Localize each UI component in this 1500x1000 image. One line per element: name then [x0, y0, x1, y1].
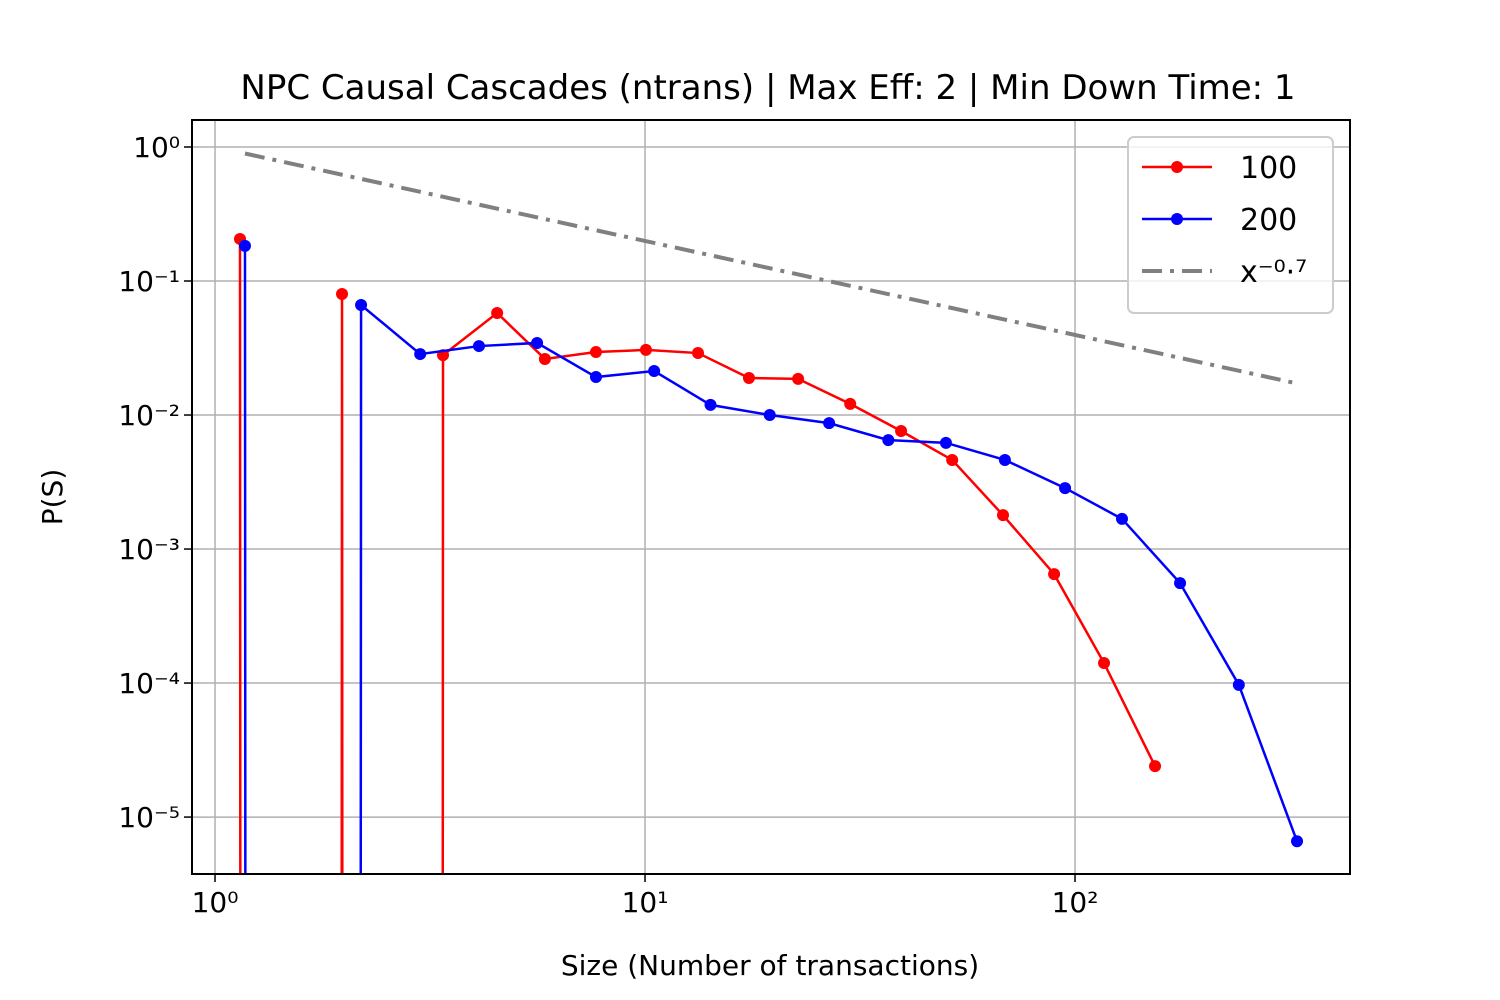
data-point [704, 398, 717, 411]
data-point [589, 346, 602, 359]
data-point [531, 336, 544, 349]
data-point [639, 343, 652, 356]
data-point [1149, 760, 1162, 773]
series-line [244, 151, 1298, 386]
legend-marker [1171, 161, 1183, 173]
data-point [1174, 577, 1187, 590]
plot-area [233, 151, 1304, 874]
data-point [844, 397, 857, 410]
data-point [589, 371, 602, 384]
y-tick-label: 10⁻³ [118, 533, 180, 566]
data-point [946, 453, 959, 466]
y-tick-label: 10⁻⁵ [118, 801, 180, 834]
y-tick-label: 10⁻⁴ [118, 667, 180, 700]
legend-label: x⁻⁰·⁷ [1240, 255, 1307, 290]
data-point [691, 347, 704, 360]
chart-title: NPC Causal Cascades (ntrans) | Max Eff: … [240, 68, 1295, 108]
legend-label: 100 [1240, 151, 1297, 186]
data-point [763, 409, 776, 422]
data-point [1048, 568, 1061, 581]
data-point [823, 417, 836, 430]
data-point [1291, 835, 1304, 848]
data-point [895, 424, 908, 437]
data-point [1059, 482, 1072, 495]
y-tick-label: 10⁰ [133, 131, 180, 164]
data-point [238, 239, 251, 252]
legend-label: 200 [1240, 203, 1297, 238]
data-point [792, 372, 805, 385]
y-tick-label: 10⁻² [118, 399, 180, 432]
data-point [491, 307, 504, 320]
data-point [1232, 678, 1245, 691]
y-tick-label: 10⁻¹ [118, 265, 180, 298]
x-tick-label: 10⁰ [192, 886, 239, 919]
series-line [243, 245, 1299, 874]
x-tick-label: 10² [1052, 886, 1099, 919]
data-point [1115, 512, 1128, 525]
y-axis-label: P(S) [36, 469, 69, 526]
legend-box [1127, 136, 1334, 314]
data-point [882, 434, 895, 447]
data-point [414, 348, 427, 361]
data-point [998, 453, 1011, 466]
legend-marker [1171, 213, 1183, 225]
plot-frame [191, 119, 1351, 875]
x-axis-label: Size (Number of transactions) [561, 949, 979, 982]
data-point [1098, 657, 1111, 670]
data-point [648, 365, 661, 378]
data-point [939, 436, 952, 449]
data-point [336, 287, 349, 300]
data-point [997, 509, 1010, 522]
x-tick-label: 10¹ [622, 886, 669, 919]
data-point [472, 340, 485, 353]
data-point [538, 352, 551, 365]
data-point [742, 371, 755, 384]
data-point [355, 299, 368, 312]
